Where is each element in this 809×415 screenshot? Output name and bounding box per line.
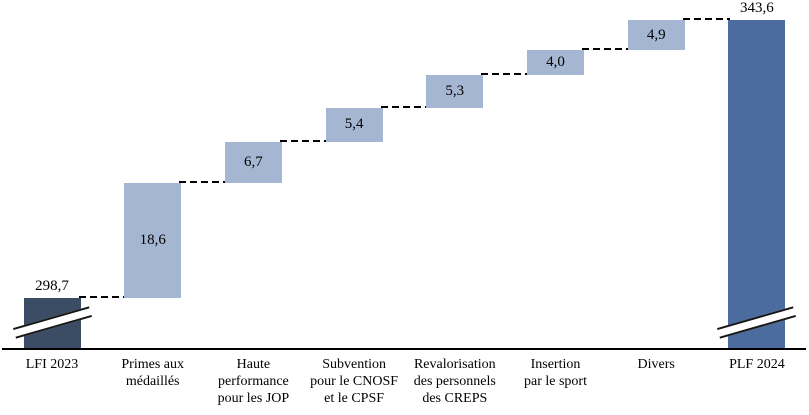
category-label-line: PLF 2024 [729,357,785,372]
category-label-revalorisation-des-personnels-des-creps: Revalorisation des personnels des CREPS [399,356,511,407]
category-label-line: et le CPSF [324,391,385,406]
category-label-line: Divers [637,357,675,372]
connector-line [380,106,429,109]
category-label-line: Primes aux [121,357,184,372]
value-label-primes-aux-medailles: 18,6 [139,232,166,249]
bar-plf-2024 [728,20,786,348]
category-label-primes-aux-medailles: Primes aux médaillés [97,356,209,390]
bar-revalorisation-des-personnels-des-creps [426,75,484,109]
connector-line [682,18,731,20]
bar-haute-performance-pour-les-jop [224,141,282,184]
category-label-line: Haute [236,357,271,372]
value-label-revalorisation-des-personnels-des-creps: 5,3 [445,83,465,100]
connector-line [481,73,529,76]
category-label-haute-performance-pour-les-jop: Haute performance pour les JOP [197,356,309,407]
bar-primes-aux-medailles [124,183,182,299]
x-axis-line [2,348,806,350]
category-label-line: Insertion [530,357,581,372]
category-label-line: par le sport [524,374,587,389]
category-label-insertion-par-le-sport: Insertion par le sport [500,356,612,390]
category-label-plf-2024: PLF 2024 [701,356,809,373]
category-label-line: Subvention [322,357,386,372]
bar-subvention-pour-le-cnosf-et-le-cpsf [325,108,383,142]
bar-insertion-par-le-sport [527,50,584,76]
category-label-line: médaillés [125,374,180,389]
connector-line [78,296,127,299]
value-label-insertion-par-le-sport: 4,0 [546,54,565,71]
value-label-divers: 4,9 [646,26,666,43]
connector-line [179,181,227,184]
category-label-line: des CREPS [422,391,488,406]
value-label-haute-performance-pour-les-jop: 6,7 [244,153,263,170]
category-label-line: Revalorisation [413,357,496,372]
category-label-subvention-pour-le-cnosf-et-le-cpsf: Subvention pour le CNOSF et le CPSF [298,356,410,407]
bar-divers [627,20,685,51]
category-label-line: des personnels [413,374,496,389]
value-label-subvention-pour-le-cnosf-et-le-cpsf: 5,4 [344,116,364,133]
category-label-line: pour le CNOSF [310,374,399,389]
value-label-plf-2024: 343,6 [740,0,774,16]
category-label-line: LFI 2023 [25,357,79,372]
category-label-lfi-2023: LFI 2023 [0,356,108,373]
value-label-lfi-2023: 298,7 [35,278,69,295]
category-label-line: performance [218,374,289,389]
category-label-divers: Divers [600,356,712,373]
connector-line [582,48,630,51]
category-label-line: pour les JOP [217,391,290,406]
connector-line [279,139,328,142]
